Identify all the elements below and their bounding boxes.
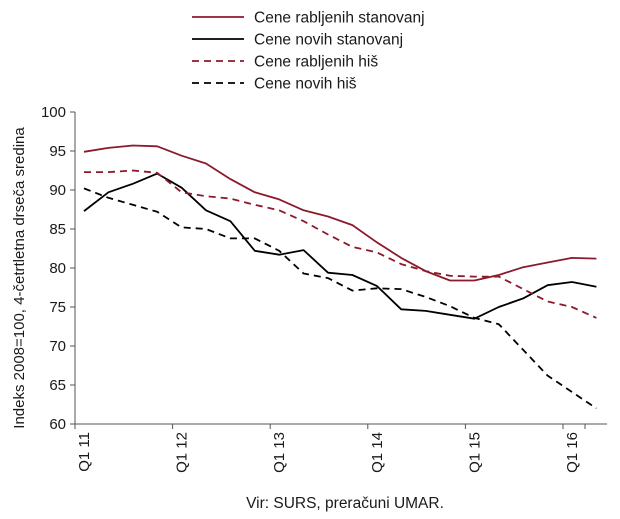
y-tick-label: 85	[49, 221, 66, 238]
legend-label-2: Cene novih stanovanj	[254, 32, 403, 49]
series-line-2	[83, 172, 597, 320]
x-tick-label: Q1 12	[174, 432, 191, 473]
y-tick-label: 70	[49, 338, 66, 355]
x-tick-label: Q1 14	[369, 432, 386, 473]
x-tick-label: Q1 16	[564, 432, 581, 473]
legend-label-1: Cene rabljenih stanovanj	[254, 10, 425, 27]
y-tick-label: 60	[49, 416, 66, 433]
y-tick-label: 90	[49, 182, 66, 199]
y-tick-label: 65	[49, 377, 66, 394]
legend-label-4: Cene novih hiš	[254, 76, 357, 93]
source-note: Vir: SURS, preračuni UMAR.	[246, 495, 444, 512]
y-axis-title: Indeks 2008=100, 4-četrtletna drseča sre…	[11, 127, 28, 429]
series-layer	[83, 144, 597, 410]
y-tick-label: 95	[49, 143, 66, 160]
legend-label-3: Cene rabljenih hiš	[254, 54, 378, 71]
y-axis-ticks: 100 95 90 85 80 75 70 65 60	[41, 104, 75, 433]
series-line-4	[83, 187, 597, 410]
x-tick-label: Q1 11	[76, 432, 93, 472]
y-tick-label: 80	[49, 260, 66, 277]
x-axis-ticks: Q1 11 Q1 12 Q1 13 Q1 14 Q1 15 Q1 16	[74, 424, 586, 473]
series-line-3	[84, 169, 597, 319]
x-tick-label: Q1 13	[271, 432, 288, 473]
legend: Cene rabljenih stanovanj Cene novih stano…	[192, 10, 425, 93]
axes	[74, 112, 607, 425]
series-line-1	[83, 144, 597, 282]
y-tick-label: 100	[41, 104, 66, 121]
y-tick-label: 75	[49, 299, 66, 316]
x-tick-label: Q1 15	[466, 432, 483, 473]
